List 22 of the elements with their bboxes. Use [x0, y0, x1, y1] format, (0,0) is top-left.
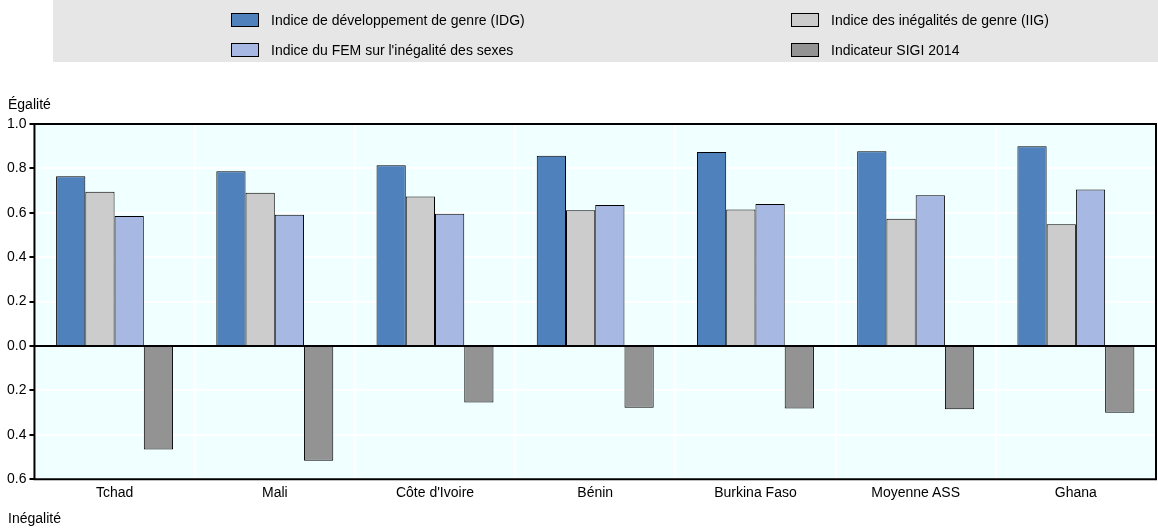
x-tick-label: Côte d'Ivoire	[395, 484, 475, 501]
y-tick-label: 0.2	[6, 381, 27, 398]
x-tick-label: Burkina Faso	[714, 484, 797, 501]
x-tick-label: Moyenne ASS	[871, 484, 961, 501]
legend-label: Indice des inégalités de genre (IIG)	[831, 12, 1049, 28]
legend-label: Indice de développement de genre (IDG)	[271, 12, 525, 28]
y-tick-label: 0.4	[6, 248, 27, 265]
x-tick-label: Bénin	[577, 484, 614, 501]
y-tick-label: 0.8	[6, 159, 27, 176]
y-tick-label: 0.2	[6, 292, 27, 309]
x-tick-label: Ghana	[1054, 484, 1098, 501]
y-tick-label: 0.6	[6, 203, 27, 220]
y-tick-label: 0.0	[6, 336, 27, 353]
y-tick-label: 0.4	[6, 425, 27, 442]
x-tick-label: Tchad	[95, 484, 134, 501]
legend-label: Indice du FEM sur l'inégalité des sexes	[271, 42, 514, 58]
legend-label: Indicateur SIGI 2014	[831, 42, 960, 58]
text: Égalité	[8, 95, 52, 112]
y-tick-label: 0.6	[6, 470, 27, 487]
x-tick-label: Mali	[261, 484, 288, 501]
text: Inégalité	[8, 509, 62, 526]
y-tick-label: 1.0	[6, 114, 27, 131]
